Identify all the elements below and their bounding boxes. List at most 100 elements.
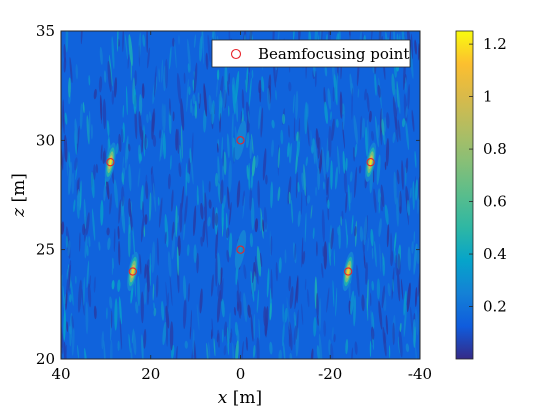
heatmap-streak xyxy=(296,275,299,304)
heatmap-streak xyxy=(122,104,125,118)
heatmap-streak xyxy=(117,340,120,351)
heatmap-streak xyxy=(164,214,169,248)
heatmap-streak xyxy=(293,117,296,142)
heatmap-streak xyxy=(202,179,205,208)
heatmap-streak xyxy=(175,345,178,359)
heatmap-streak xyxy=(203,109,207,133)
peak-contour xyxy=(239,136,242,145)
heatmap-streak xyxy=(331,118,335,141)
heatmap-streak xyxy=(369,340,372,358)
heatmap-streak xyxy=(82,223,86,236)
heatmap-streak xyxy=(62,138,66,169)
heatmap-streak xyxy=(237,278,240,307)
heatmap-streak xyxy=(124,33,128,60)
heatmap-streak xyxy=(111,257,115,269)
heatmap-streak xyxy=(324,101,329,125)
heatmap-streak xyxy=(240,301,242,316)
heatmap-streak xyxy=(183,297,187,330)
heatmap-streak xyxy=(248,162,251,191)
heatmap-streak xyxy=(93,305,97,320)
heatmap-streak xyxy=(413,243,417,275)
heatmap-streak xyxy=(304,212,307,243)
heatmap-streak xyxy=(325,173,329,199)
heatmap-streak xyxy=(103,184,107,202)
heatmap-streak xyxy=(363,252,366,269)
heatmap-streak xyxy=(84,236,88,259)
peak-contour xyxy=(346,267,350,276)
heatmap-streak xyxy=(242,195,246,219)
beamfocusing-point-2 xyxy=(236,136,245,145)
heatmap-streak xyxy=(128,198,132,218)
heatmap-streak xyxy=(297,181,300,193)
heatmap-streak xyxy=(354,143,358,158)
peak-1 xyxy=(104,142,117,182)
heatmap-streak xyxy=(399,322,402,333)
heatmap-streak xyxy=(153,302,155,311)
heatmap-streak xyxy=(327,206,330,221)
heatmap-streak xyxy=(357,88,360,98)
heatmap-streak xyxy=(315,186,318,197)
heatmap-streak xyxy=(118,199,121,224)
heatmap-streak xyxy=(114,298,118,331)
peak-2 xyxy=(234,120,247,161)
heatmap-streak xyxy=(101,331,104,350)
heatmap-streak xyxy=(69,56,73,84)
heatmap-streak xyxy=(223,151,227,176)
heatmap-streak xyxy=(395,254,398,276)
peak-contour xyxy=(239,245,242,254)
heatmap-streak xyxy=(89,275,91,288)
heatmap-streak xyxy=(287,176,292,205)
heatmap-streak xyxy=(90,124,93,140)
heatmap-streak xyxy=(82,102,85,114)
heatmap-streak xyxy=(388,345,391,359)
heatmap-streak xyxy=(377,124,380,139)
heatmap-streak xyxy=(171,189,174,212)
heatmap-streak xyxy=(208,94,213,115)
heatmap-streak xyxy=(117,225,120,240)
heatmap-streak xyxy=(170,155,172,170)
heatmap-streak xyxy=(228,72,230,85)
heatmap-streak xyxy=(326,287,330,313)
heatmap-streak xyxy=(288,191,291,205)
heatmap-streak xyxy=(282,321,285,347)
heatmap-streak xyxy=(405,77,407,94)
heatmap-streak xyxy=(197,92,200,105)
heatmap-streak xyxy=(297,210,301,227)
heatmap-streak xyxy=(377,188,381,203)
heatmap-streak xyxy=(350,290,355,315)
heatmap-streak xyxy=(76,177,80,196)
heatmap-streak xyxy=(93,164,96,180)
heatmap-streak xyxy=(133,88,137,115)
heatmap-streak xyxy=(199,288,203,314)
heatmap-streak xyxy=(380,184,385,208)
heatmap-streak xyxy=(156,237,160,266)
heatmap-streak xyxy=(306,289,310,308)
heatmap-streak xyxy=(117,279,121,292)
heatmap-streak xyxy=(88,75,91,86)
heatmap-streak xyxy=(248,77,252,107)
heatmap-streak xyxy=(349,171,353,182)
heatmap-streak xyxy=(304,278,307,291)
heatmap-streak xyxy=(79,103,83,130)
heatmap-streak xyxy=(191,105,194,117)
heatmap-streak xyxy=(110,310,113,329)
heatmap-streak xyxy=(333,333,336,343)
heatmap-streak xyxy=(197,194,200,206)
heatmap-streak xyxy=(302,250,306,265)
heatmap-streak xyxy=(208,199,212,209)
heatmap-streak xyxy=(218,93,221,122)
heatmap-streak xyxy=(121,128,124,143)
heatmap-streak xyxy=(363,216,368,246)
heatmap-streak xyxy=(343,169,347,194)
heatmap-streak xyxy=(242,107,244,120)
heatmap-streak xyxy=(247,304,251,318)
heatmap-streak xyxy=(81,288,85,316)
heatmap-streak xyxy=(411,109,415,133)
heatmap-streak xyxy=(246,67,248,93)
heatmap-streak xyxy=(282,341,286,359)
heatmap-streak xyxy=(196,303,200,331)
heatmap-streak xyxy=(380,131,383,146)
heatmap-streak xyxy=(157,196,160,206)
heatmap-streak xyxy=(415,308,419,336)
heatmap-streak xyxy=(328,242,331,266)
